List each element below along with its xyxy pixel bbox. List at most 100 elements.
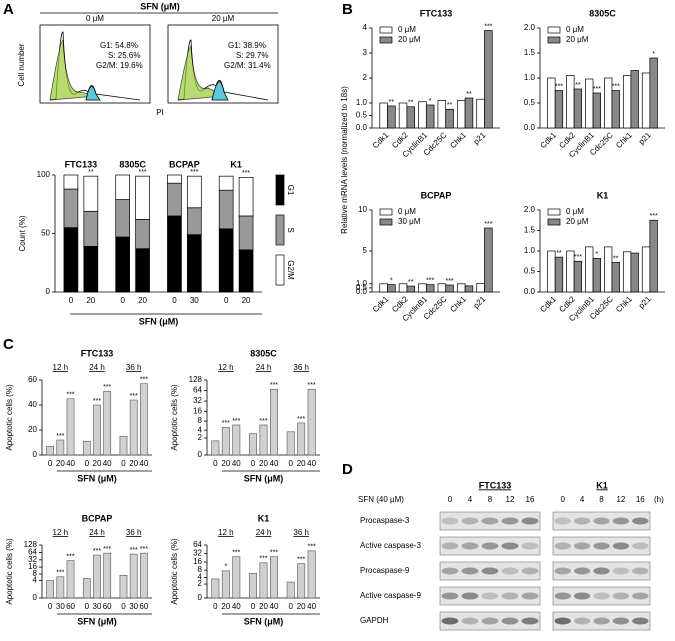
x-tick-label: 0 [213, 459, 218, 468]
histogram [39, 24, 279, 104]
bar [259, 562, 268, 599]
significance: *** [56, 433, 64, 440]
y-tick-label: 0.5 [524, 98, 536, 107]
y-tick-label: 64 [193, 540, 202, 549]
significance: *** [612, 83, 620, 90]
bar-segment [135, 219, 150, 250]
y-tick-label: 4 [33, 576, 38, 585]
blot-time: 0 [560, 495, 565, 504]
bar-segment [238, 176, 254, 217]
blot-band [632, 542, 649, 550]
x-tick-label: Cdk1 [371, 294, 391, 314]
significance: *** [270, 549, 278, 556]
y-tick-label: 8 [198, 565, 203, 574]
x-tick-label: 0 [213, 602, 218, 611]
significance: *** [232, 418, 240, 425]
y-tick-label: 0 [198, 593, 203, 602]
blot-band [441, 592, 459, 600]
x-label: SFN (μM) [77, 616, 117, 626]
group-label: BCPAP [169, 159, 200, 169]
group-label: 36 h [126, 528, 142, 537]
significance: ** [408, 100, 414, 107]
blot-band [593, 617, 610, 625]
x-tick-label: p21 [472, 294, 488, 310]
bar [129, 399, 138, 456]
significance: *** [232, 549, 240, 556]
bar [211, 578, 220, 599]
y-tick-label: 2.0 [524, 205, 536, 214]
blot-band [554, 517, 571, 525]
bar-segment [63, 188, 79, 228]
significance: *** [426, 277, 434, 284]
bar [445, 108, 454, 129]
blot-row-label: Procaspase-3 [360, 516, 410, 525]
y-tick-label: 4 [198, 573, 203, 582]
blot-time: 8 [599, 495, 604, 504]
blot-band [501, 592, 519, 600]
blot-band [573, 517, 591, 525]
bar-segment [135, 248, 150, 293]
blot-band [521, 592, 539, 600]
group-label: 12 h [53, 363, 69, 372]
x-tick-label: 20 [138, 296, 147, 305]
x-tick-label: 40 [232, 602, 241, 611]
blot-band [573, 617, 591, 625]
x-tick-label: 20 [297, 459, 306, 468]
flow-stat: S: 29.7% [236, 51, 268, 60]
y-label: Apoptotic cells (%) [5, 384, 14, 451]
bar [119, 435, 128, 456]
bar-segment [83, 175, 99, 212]
y-tick-label: 1.0 [524, 246, 536, 255]
legend-swatch [547, 26, 561, 34]
bar [307, 388, 316, 456]
legend-swatch [379, 218, 393, 226]
y-tick-label: 128 [189, 375, 203, 384]
blot-band [501, 567, 519, 575]
significance: *** [308, 382, 316, 389]
x-tick-label: 60 [103, 602, 112, 611]
bar [456, 283, 466, 293]
x-tick-label: 0 [85, 459, 90, 468]
x-tick-label: 0 [288, 602, 293, 611]
x-tick-label: 40 [139, 459, 148, 468]
y-tick-label: 64 [193, 386, 202, 395]
blot-group: FTC133 [479, 480, 512, 490]
significance: *** [103, 384, 111, 391]
blot-band [521, 567, 539, 575]
legend-swatch [275, 254, 285, 286]
significance: ** [447, 102, 453, 109]
bar [387, 105, 396, 129]
blot-band [632, 617, 649, 625]
bar-segment [115, 199, 130, 238]
y-tick-label: 0 [33, 450, 38, 459]
significance: * [652, 51, 655, 58]
blot-band [501, 517, 519, 525]
x-tick-label: Chk1 [448, 294, 468, 314]
bar [554, 256, 564, 293]
y-tick-label: 8 [33, 569, 38, 578]
blot-band [632, 517, 649, 525]
significance: *** [593, 86, 601, 93]
bar [630, 70, 639, 129]
bar [119, 575, 128, 599]
bar [406, 106, 416, 129]
group-label: FTC133 [65, 159, 98, 169]
significance: *** [259, 556, 267, 563]
x-tick-label: 0 [224, 296, 229, 305]
x-label: SFN (μM) [244, 473, 284, 483]
blot-band [481, 517, 499, 525]
y-tick-label: 8 [198, 416, 203, 425]
blot-band [521, 617, 539, 625]
y-tick-label: 0.5 [524, 267, 536, 276]
legend-label: 20 μM [398, 35, 421, 44]
blot-band [481, 567, 499, 575]
x-tick-label: 20 [86, 296, 95, 305]
bar-segment [187, 207, 202, 236]
group-label: 36 h [293, 363, 309, 372]
bar [418, 283, 427, 293]
significance: *** [130, 393, 138, 400]
significance: * [595, 251, 598, 258]
y-tick-label: 1.5 [524, 48, 536, 57]
bar-segment [218, 175, 234, 191]
